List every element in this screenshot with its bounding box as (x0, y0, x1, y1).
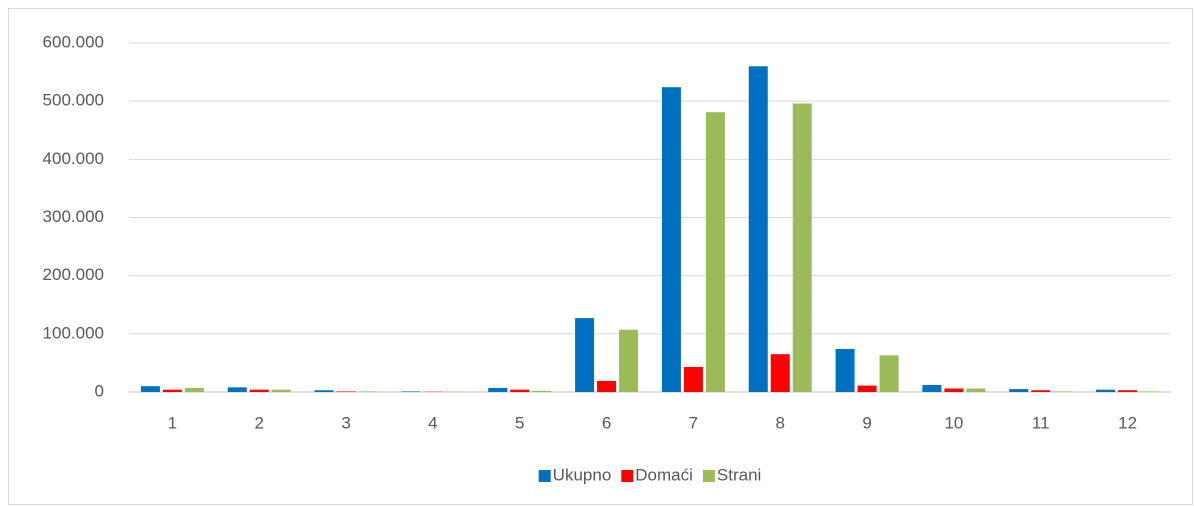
x-tick-label: 6 (602, 413, 611, 432)
bar (705, 112, 725, 393)
bar (792, 103, 812, 392)
x-tick-label: 12 (1118, 413, 1137, 432)
bar (336, 391, 356, 392)
legend-swatch (621, 470, 634, 482)
y-tick-label: 0 (95, 381, 104, 400)
x-tick-label: 2 (255, 413, 264, 432)
bar (879, 355, 899, 392)
bar (510, 389, 530, 392)
x-tick-label: 1 (168, 413, 177, 432)
bar (857, 385, 877, 392)
bar (597, 380, 617, 392)
legend-label: Strani (717, 465, 761, 484)
bar (661, 87, 681, 392)
bar (401, 391, 421, 392)
bar (770, 354, 790, 392)
bar (314, 390, 334, 392)
bar (922, 385, 942, 392)
bar (683, 366, 703, 392)
x-tick-label: 4 (428, 413, 437, 432)
bar (488, 387, 508, 392)
bar (619, 329, 639, 392)
chart-border (8, 8, 1193, 505)
legend-label: Domaći (635, 465, 693, 484)
y-tick-label: 300.000 (43, 207, 104, 226)
bar (358, 391, 378, 392)
bar (1031, 390, 1051, 392)
y-tick-label: 600.000 (43, 32, 104, 51)
bar (1053, 391, 1073, 392)
bar (1118, 390, 1138, 392)
legend-swatch (538, 470, 551, 482)
bar (140, 386, 160, 392)
bar (748, 66, 768, 393)
y-tick-label: 500.000 (43, 91, 104, 110)
bar (1096, 389, 1116, 392)
legend-swatch (702, 470, 715, 482)
bar (1140, 391, 1160, 392)
x-tick-label: 9 (862, 413, 871, 432)
bar (944, 388, 964, 392)
bar (227, 387, 247, 392)
bar (966, 388, 986, 392)
bar (184, 387, 204, 392)
y-tick-label: 100.000 (43, 323, 104, 342)
bar (575, 318, 595, 392)
x-tick-label: 7 (689, 413, 698, 432)
bar (1009, 389, 1029, 392)
bar (249, 389, 269, 392)
bar (162, 389, 182, 392)
bar (835, 348, 855, 392)
x-tick-label: 3 (341, 413, 350, 432)
bar (532, 390, 552, 392)
x-tick-label: 10 (944, 413, 963, 432)
x-tick-label: 11 (1032, 413, 1050, 432)
x-tick-label: 5 (515, 413, 524, 432)
y-tick-label: 400.000 (43, 149, 104, 168)
legend-label: Ukupno (553, 465, 612, 484)
x-tick-label: 8 (776, 413, 785, 432)
bar (271, 389, 291, 392)
y-tick-label: 200.000 (43, 265, 104, 284)
